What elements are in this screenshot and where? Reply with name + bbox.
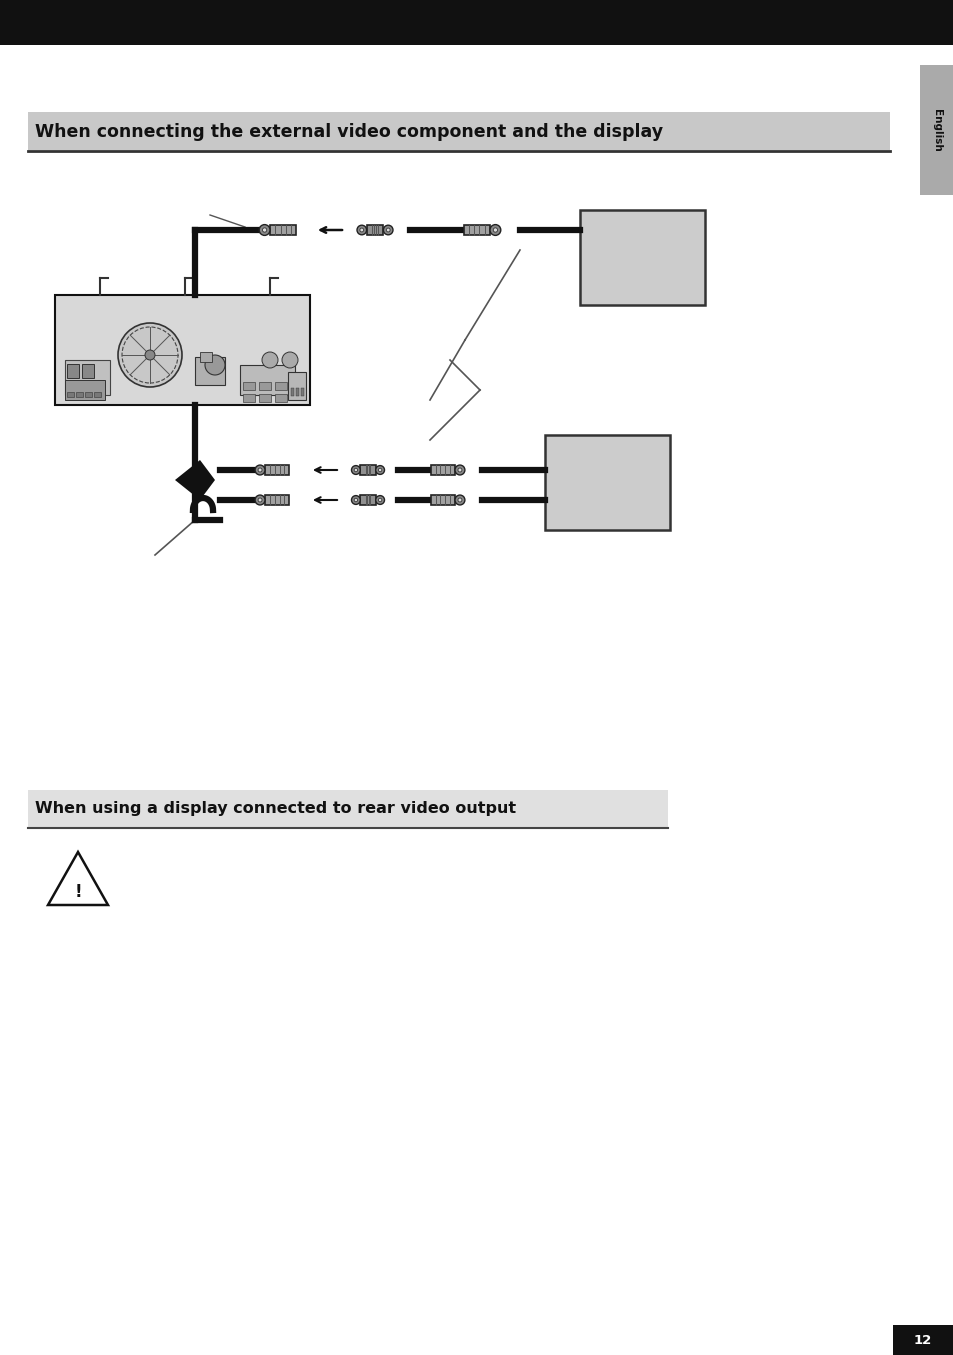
Circle shape <box>254 495 265 505</box>
Bar <box>288 373 306 400</box>
Bar <box>28 112 889 150</box>
Text: 12: 12 <box>913 1335 931 1347</box>
Bar <box>0 0 953 45</box>
Bar <box>544 435 669 530</box>
Bar <box>301 388 304 396</box>
Circle shape <box>378 499 381 501</box>
Bar <box>65 360 110 396</box>
Circle shape <box>375 496 384 504</box>
Bar <box>579 210 704 305</box>
Circle shape <box>205 355 225 375</box>
Circle shape <box>118 322 182 388</box>
Bar <box>295 388 298 396</box>
Bar <box>431 465 455 476</box>
Circle shape <box>351 466 360 474</box>
Bar <box>431 495 455 505</box>
Bar <box>463 225 490 236</box>
Bar <box>67 392 74 397</box>
Circle shape <box>386 228 390 232</box>
Bar <box>258 382 271 390</box>
Bar <box>194 356 225 385</box>
Bar <box>919 65 953 195</box>
Bar <box>360 465 375 474</box>
Polygon shape <box>174 459 214 500</box>
Circle shape <box>258 467 262 472</box>
Bar <box>892 1325 953 1355</box>
Bar <box>258 394 271 402</box>
Bar <box>243 394 254 402</box>
Circle shape <box>490 225 500 236</box>
Bar <box>243 382 254 390</box>
Circle shape <box>375 466 384 474</box>
Text: When connecting the external video component and the display: When connecting the external video compo… <box>35 123 662 141</box>
Bar <box>85 392 91 397</box>
Bar <box>360 496 375 504</box>
Circle shape <box>356 225 366 234</box>
Circle shape <box>254 465 265 476</box>
Bar <box>366 225 383 236</box>
Bar <box>76 392 83 397</box>
Bar <box>270 225 296 236</box>
Bar <box>240 364 294 396</box>
Circle shape <box>359 228 363 232</box>
Circle shape <box>351 496 360 504</box>
Circle shape <box>455 465 464 476</box>
Bar <box>291 388 294 396</box>
Circle shape <box>378 469 381 472</box>
Circle shape <box>455 495 464 505</box>
Circle shape <box>259 225 270 236</box>
Bar <box>65 379 105 400</box>
Circle shape <box>457 499 461 501</box>
Circle shape <box>145 350 154 360</box>
Text: !: ! <box>74 883 82 901</box>
Circle shape <box>262 352 277 369</box>
Bar <box>274 394 287 402</box>
Bar <box>55 295 310 405</box>
Circle shape <box>493 228 497 232</box>
Bar <box>28 790 667 828</box>
Circle shape <box>457 467 461 472</box>
Circle shape <box>262 228 267 232</box>
Circle shape <box>354 469 357 472</box>
Circle shape <box>354 499 357 501</box>
Bar <box>94 392 101 397</box>
Text: English: English <box>931 108 941 152</box>
Circle shape <box>383 225 393 234</box>
Bar <box>200 352 212 362</box>
Bar <box>274 382 287 390</box>
Bar <box>265 465 289 476</box>
Circle shape <box>282 352 297 369</box>
Bar <box>67 364 79 378</box>
Circle shape <box>258 499 262 501</box>
Circle shape <box>122 327 178 383</box>
Bar <box>265 495 289 505</box>
Text: When using a display connected to rear video output: When using a display connected to rear v… <box>35 802 516 817</box>
Bar <box>82 364 94 378</box>
Polygon shape <box>48 852 108 905</box>
